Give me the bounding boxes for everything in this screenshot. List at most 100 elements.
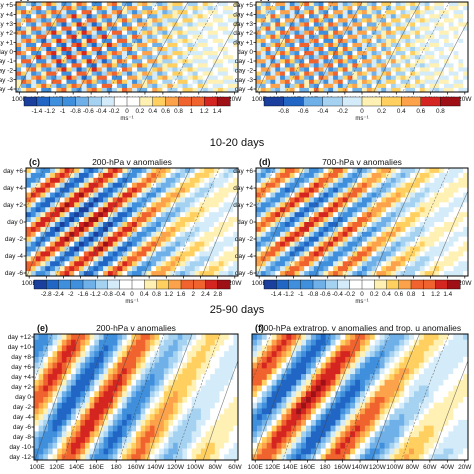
field-cell xyxy=(57,362,63,369)
field-cell xyxy=(376,222,382,228)
field-cell xyxy=(405,51,411,56)
field-cell xyxy=(400,172,406,179)
field-cell xyxy=(187,385,193,392)
field-cell xyxy=(64,202,70,208)
colorbar-swatch xyxy=(361,279,375,290)
field-cell xyxy=(147,22,153,27)
field-cell xyxy=(93,182,99,189)
field-cell xyxy=(429,251,435,257)
contour-line xyxy=(114,168,162,276)
field-cell xyxy=(187,75,193,81)
field-cell xyxy=(376,83,382,89)
field-cell xyxy=(204,182,210,189)
field-cell xyxy=(381,10,387,15)
field-cell xyxy=(270,231,276,238)
field-cell xyxy=(170,197,176,203)
field-cell xyxy=(405,38,411,44)
field-cell xyxy=(219,339,225,346)
field-cell xyxy=(132,6,138,11)
field-cell xyxy=(199,256,205,262)
field-cell xyxy=(458,271,464,276)
field-cell xyxy=(88,192,94,198)
field-cell xyxy=(112,408,118,415)
field-cell xyxy=(52,362,58,369)
field-cell xyxy=(132,79,138,85)
field-cell xyxy=(284,30,291,36)
field-cell xyxy=(224,402,230,409)
field-cell xyxy=(156,241,162,247)
contour-line xyxy=(55,168,104,276)
field-cell xyxy=(395,236,401,243)
field-cell xyxy=(157,30,163,36)
field-cell xyxy=(199,187,205,193)
field-cell xyxy=(51,38,57,44)
field-cell xyxy=(106,2,113,7)
field-cell xyxy=(233,251,238,257)
field-cell xyxy=(289,182,295,189)
field-cell xyxy=(228,266,234,272)
field-cell xyxy=(323,202,329,208)
field-cell xyxy=(145,414,151,421)
field-cell xyxy=(233,212,238,218)
field-cell xyxy=(26,63,32,68)
field-cell xyxy=(182,345,188,352)
field-cell xyxy=(270,172,276,179)
field-cell xyxy=(214,362,220,369)
field-cell xyxy=(182,425,188,432)
field-cell xyxy=(51,34,57,40)
field-cell xyxy=(357,168,363,174)
field-cell xyxy=(294,256,300,262)
field-cell xyxy=(83,266,90,272)
field-cell xyxy=(419,177,426,184)
field-cell xyxy=(204,172,210,179)
field-cell xyxy=(140,362,146,369)
section-title-25-90: 25-90 days xyxy=(210,304,265,316)
field-cell xyxy=(304,192,310,198)
field-cell xyxy=(30,246,37,252)
field-cell xyxy=(333,14,339,19)
field-cell xyxy=(390,63,397,68)
field-cell xyxy=(342,79,348,85)
field-cell xyxy=(362,26,368,32)
field-cell xyxy=(304,182,310,189)
field-cell xyxy=(175,177,181,184)
field-cell xyxy=(187,87,193,92)
field-cell xyxy=(35,226,41,233)
field-cell xyxy=(96,6,103,11)
field-cell xyxy=(173,356,179,364)
field-cell xyxy=(218,256,224,262)
field-cell xyxy=(318,63,324,68)
field-cell xyxy=(270,71,276,77)
field-cell xyxy=(390,51,397,56)
field-cell xyxy=(328,261,334,267)
contour-line xyxy=(431,20,468,92)
field-cell xyxy=(400,261,406,267)
field-cell xyxy=(376,10,382,15)
field-cell xyxy=(318,34,324,40)
field-cell xyxy=(366,83,373,89)
field-cell xyxy=(265,222,271,228)
field-cell xyxy=(400,14,406,19)
field-cell xyxy=(81,47,88,52)
field-cell xyxy=(429,22,435,27)
field-cell xyxy=(233,231,238,238)
field-cell xyxy=(43,374,49,381)
field-cell xyxy=(260,87,267,92)
field-cell xyxy=(309,71,315,77)
field-cell xyxy=(54,222,61,228)
field-cell xyxy=(205,425,211,432)
field-cell xyxy=(41,55,47,60)
field-cell xyxy=(333,202,339,208)
field-cell xyxy=(117,261,123,267)
field-cell xyxy=(443,6,450,11)
field-cell xyxy=(270,83,276,89)
field-cell xyxy=(280,83,286,89)
field-cell xyxy=(147,18,153,23)
field-cell xyxy=(160,168,167,174)
field-cell xyxy=(86,55,93,60)
field-cell xyxy=(228,414,234,421)
field-cell xyxy=(405,67,411,72)
colorbar-swatch xyxy=(156,279,170,290)
field-cell xyxy=(197,51,204,56)
field-cell xyxy=(152,22,158,27)
